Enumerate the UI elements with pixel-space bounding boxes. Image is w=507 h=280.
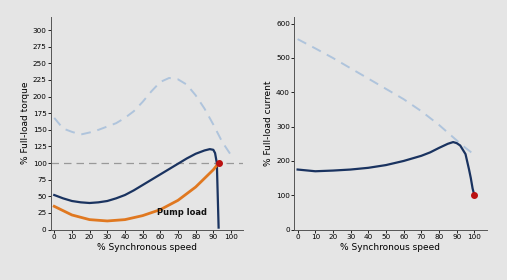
Y-axis label: % Full-load torque: % Full-load torque [21, 82, 30, 164]
X-axis label: % Synchronous speed: % Synchronous speed [97, 242, 197, 251]
Text: Pump load: Pump load [157, 208, 207, 217]
X-axis label: % Synchronous speed: % Synchronous speed [340, 242, 441, 251]
Y-axis label: % Full-load current: % Full-load current [264, 80, 273, 166]
